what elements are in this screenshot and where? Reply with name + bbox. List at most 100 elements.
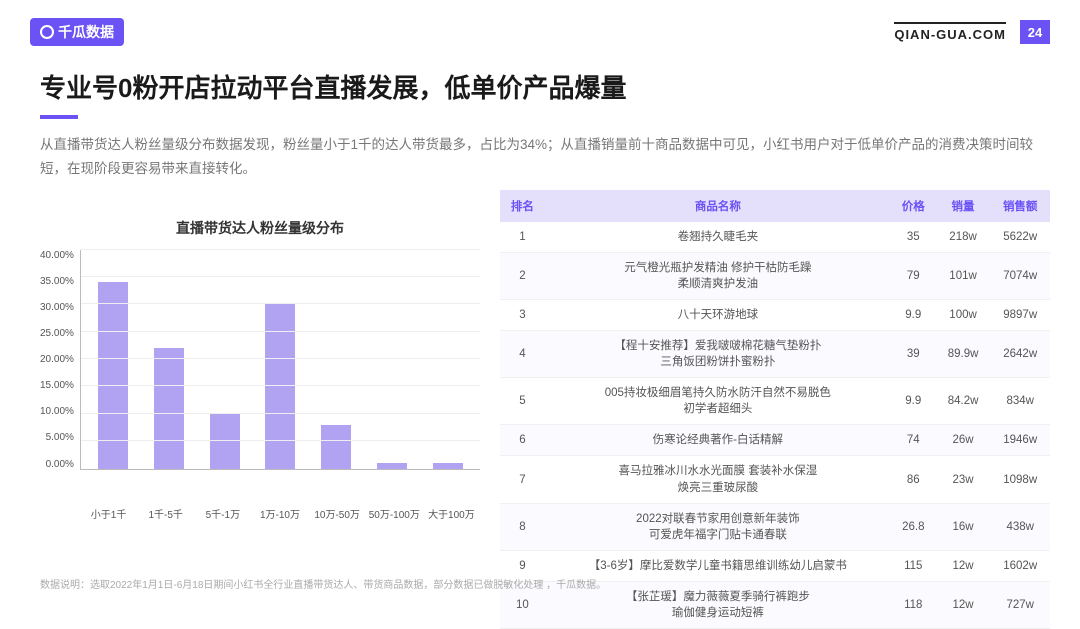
chart-title: 直播带货达人粉丝量级分布 (40, 218, 480, 238)
table-area: 排名商品名称价格销量销售额 1卷翘持久睫毛夹35218w5622w2元气橙光瓶护… (500, 190, 1050, 629)
table-row: 7喜马拉雅冰川水水光面膜 套装补水保湿焕亮三重玻尿酸8623w1098w (500, 456, 1050, 503)
bar (154, 348, 184, 468)
table-cell: 218w (936, 222, 991, 253)
x-tick-label: 小于1千 (80, 506, 137, 521)
logo-text: 千瓜数据 (58, 22, 114, 42)
table-cell: 1602w (990, 550, 1050, 581)
y-tick-label: 30.00% (40, 302, 74, 313)
bar (321, 425, 351, 469)
table-cell: 12w (936, 581, 991, 628)
top-products-table: 排名商品名称价格销量销售额 1卷翘持久睫毛夹35218w5622w2元气橙光瓶护… (500, 190, 1050, 629)
table-cell: 115 (891, 550, 936, 581)
x-axis-labels: 小于1千1千-5千5千-1万1万-10万10万-50万50万-100万大于100… (80, 506, 480, 521)
table-cell: 12w (936, 550, 991, 581)
table-cell: 1098w (990, 456, 1050, 503)
table-cell: 74 (891, 425, 936, 456)
table-cell: 9897w (990, 299, 1050, 330)
table-cell: 5622w (990, 222, 1050, 253)
table-cell: 2022对联春节家用创意新年装饰可爱虎年福字门贴卡通春联 (545, 503, 891, 550)
x-tick-label: 大于100万 (423, 506, 480, 521)
grid-line (81, 249, 480, 250)
chart-area: 直播带货达人粉丝量级分布 40.00% 35.00% 30.00% 25.00% 20.… (40, 190, 480, 629)
table-cell: 9.9 (891, 378, 936, 425)
table-header-cell: 排名 (500, 190, 545, 222)
table-cell: 7074w (990, 252, 1050, 299)
footnote: 数据说明：选取2022年1月1日-6月18日期间小红书全行业直播带货达人、带货商… (40, 576, 606, 591)
y-tick-label: 35.00% (40, 276, 74, 287)
x-tick-label: 50万-100万 (366, 506, 423, 521)
table-cell: 101w (936, 252, 991, 299)
table-cell: 118 (891, 581, 936, 628)
table-cell: 卷翘持久睫毛夹 (545, 222, 891, 253)
y-tick-label: 25.00% (40, 328, 74, 339)
table-cell: 1 (500, 222, 545, 253)
table-cell: 834w (990, 378, 1050, 425)
plot-area (80, 250, 480, 470)
table-header-cell: 销量 (936, 190, 991, 222)
table-cell: 【程十安推荐】爱我啵啵棉花糖气垫粉扑三角饭团粉饼扑蜜粉扑 (545, 330, 891, 377)
table-cell: 26w (936, 425, 991, 456)
table-cell: 100w (936, 299, 991, 330)
grid-line (81, 385, 480, 386)
table-cell: 89.9w (936, 330, 991, 377)
grid-line (81, 276, 480, 277)
table-row: 2元气橙光瓶护发精油 修护干枯防毛躁柔顺清爽护发油79101w7074w (500, 252, 1050, 299)
table-cell: 39 (891, 330, 936, 377)
table-cell: 35 (891, 222, 936, 253)
description: 从直播带货达人粉丝量级分布数据发现，粉丝量小于1千的达人带货最多，占比为34%；… (0, 119, 1080, 182)
table-cell: 3 (500, 299, 545, 330)
logo: 千瓜数据 (30, 18, 124, 46)
header-right: QIAN-GUA.COM 24 (894, 20, 1050, 44)
x-tick-label: 1万-10万 (251, 506, 308, 521)
bar (265, 304, 295, 468)
header: 千瓜数据 QIAN-GUA.COM 24 (0, 0, 1080, 46)
table-cell: 7 (500, 456, 545, 503)
table-header-cell: 销售额 (990, 190, 1050, 222)
table-cell: 2 (500, 252, 545, 299)
bar-chart: 40.00% 35.00% 30.00% 25.00% 20.00% 15.00% 10.0… (40, 250, 480, 500)
table-row: 6伤寒论经典著作-白话精解7426w1946w (500, 425, 1050, 456)
bar (433, 463, 463, 468)
bars-container (81, 250, 480, 469)
y-tick-label: 5.00% (46, 432, 74, 443)
grid-line (81, 413, 480, 414)
bar (210, 414, 240, 469)
table-header-cell: 商品名称 (545, 190, 891, 222)
y-tick-label: 0.00% (46, 459, 74, 470)
table-cell: 438w (990, 503, 1050, 550)
grid-line (81, 440, 480, 441)
table-row: 4【程十安推荐】爱我啵啵棉花糖气垫粉扑三角饭团粉饼扑蜜粉扑3989.9w2642… (500, 330, 1050, 377)
content: 直播带货达人粉丝量级分布 40.00%35.00%30.00%25.00%20.… (0, 182, 1080, 629)
table-cell: 005持妆极细眉笔持久防水防汗自然不易脱色初学者超细头 (545, 378, 891, 425)
y-tick-label: 20.00% (40, 354, 74, 365)
table-cell: 16w (936, 503, 991, 550)
y-tick-label: 10.00% (40, 406, 74, 417)
table-cell: 84.2w (936, 378, 991, 425)
table-cell: 23w (936, 456, 991, 503)
logo-icon (40, 25, 54, 39)
x-tick-label: 5千-1万 (194, 506, 251, 521)
bar (377, 463, 407, 468)
table-row: 3八十天环游地球9.9100w9897w (500, 299, 1050, 330)
table-cell: 26.8 (891, 503, 936, 550)
table-cell: 4 (500, 330, 545, 377)
table-header-row: 排名商品名称价格销量销售额 (500, 190, 1050, 222)
table-cell: 喜马拉雅冰川水水光面膜 套装补水保湿焕亮三重玻尿酸 (545, 456, 891, 503)
table-cell: 5 (500, 378, 545, 425)
table-body: 1卷翘持久睫毛夹35218w5622w2元气橙光瓶护发精油 修护干枯防毛躁柔顺清… (500, 222, 1050, 629)
grid-line (81, 358, 480, 359)
table-cell: 8 (500, 503, 545, 550)
table-cell: 八十天环游地球 (545, 299, 891, 330)
table-header-cell: 价格 (891, 190, 936, 222)
table-cell: 9.9 (891, 299, 936, 330)
y-tick-label: 40.00% (40, 250, 74, 261)
table-cell: 元气橙光瓶护发精油 修护干枯防毛躁柔顺清爽护发油 (545, 252, 891, 299)
table-cell: 2642w (990, 330, 1050, 377)
table-row: 5005持妆极细眉笔持久防水防汗自然不易脱色初学者超细头9.984.2w834w (500, 378, 1050, 425)
table-cell: 1946w (990, 425, 1050, 456)
table-cell: 6 (500, 425, 545, 456)
grid-line (81, 331, 480, 332)
table-row: 82022对联春节家用创意新年装饰可爱虎年福字门贴卡通春联26.816w438w (500, 503, 1050, 550)
table-row: 1卷翘持久睫毛夹35218w5622w (500, 222, 1050, 253)
y-tick-label: 15.00% (40, 380, 74, 391)
